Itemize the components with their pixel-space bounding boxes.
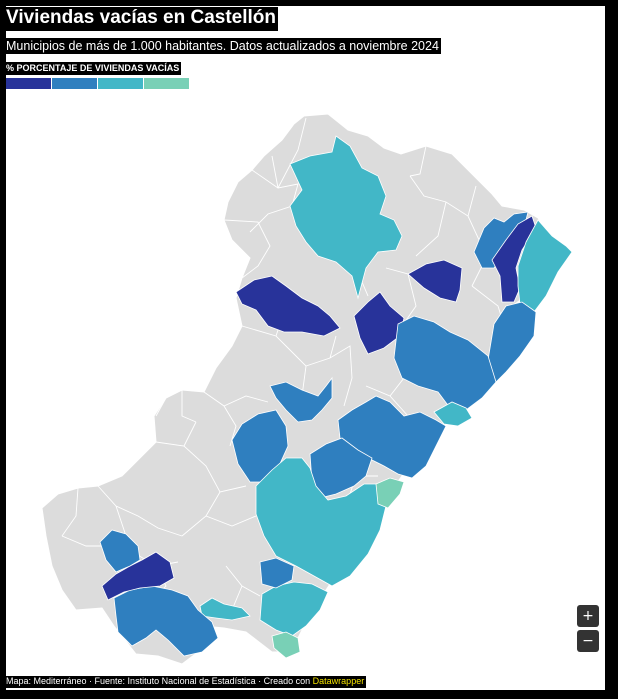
municipality-region[interactable]: [393, 315, 497, 411]
legend-title: % PORCENTAJE DE VIVIENDAS VACÍAS: [6, 62, 182, 75]
footer-text: Mapa: Mediterráneo · Fuente: Instituto N…: [6, 676, 313, 686]
legend-swatch: [98, 78, 143, 89]
municipality-region[interactable]: [271, 631, 301, 659]
page-title: Viviendas vacías en Castellón: [6, 7, 279, 31]
choropleth-regions: [99, 135, 573, 659]
municipality-region[interactable]: [113, 585, 219, 657]
castellon-map[interactable]: [6, 6, 605, 690]
page-subtitle: Municipios de más de 1.000 habitantes. D…: [6, 38, 441, 54]
zoom-in-button[interactable]: +: [577, 605, 599, 627]
municipality-region[interactable]: [259, 581, 329, 637]
legend-swatch: [144, 78, 189, 89]
municipality-region[interactable]: [199, 597, 251, 621]
municipality-region[interactable]: [231, 409, 289, 483]
municipality-region[interactable]: [269, 376, 333, 423]
zoom-out-button[interactable]: −: [577, 630, 599, 652]
municipality-region[interactable]: [99, 529, 141, 573]
map-frame: Viviendas vacías en Castellón Municipios…: [6, 6, 605, 690]
municipality-region[interactable]: [491, 215, 537, 303]
municipality-region[interactable]: [407, 259, 463, 303]
municipality-region[interactable]: [375, 477, 405, 509]
datawrapper-link[interactable]: Datawrapper: [312, 676, 365, 686]
municipality-region[interactable]: [235, 275, 341, 337]
municipality-region[interactable]: [517, 219, 573, 313]
legend-swatch: [6, 78, 51, 89]
municipality-region[interactable]: [473, 211, 529, 269]
legend: [6, 78, 189, 89]
municipality-region[interactable]: [289, 135, 403, 300]
municipality-region[interactable]: [433, 401, 473, 427]
footer-credits: Mapa: Mediterráneo · Fuente: Instituto N…: [6, 676, 367, 688]
legend-swatch: [52, 78, 97, 89]
municipality-region[interactable]: [259, 557, 295, 589]
